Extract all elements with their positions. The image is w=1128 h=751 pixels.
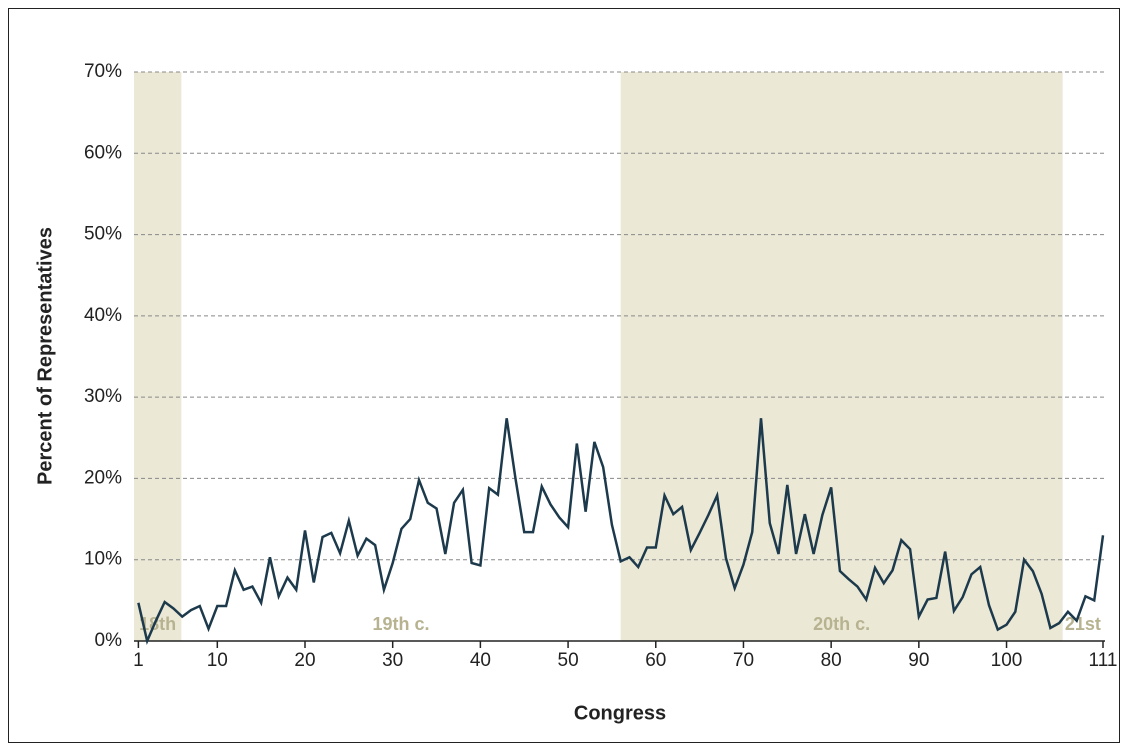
x-tick-label: 1	[133, 650, 144, 671]
x-tick-label: 10	[207, 650, 228, 671]
y-tick-label: 20%	[84, 467, 122, 488]
x-tick-label: 60	[645, 650, 666, 671]
x-tick-label: 30	[382, 650, 403, 671]
x-tick-label: 20	[294, 650, 315, 671]
x-tick-label: 40	[470, 650, 491, 671]
data-line	[137, 418, 1105, 645]
x-tick-label: 100	[991, 650, 1023, 671]
century-band	[620, 72, 1063, 641]
x-tick-label: 90	[908, 650, 929, 671]
y-tick-label: 50%	[84, 224, 122, 245]
x-axis-title: Congress	[574, 702, 666, 724]
x-tick-label: 70	[733, 650, 754, 671]
century-label: 21st	[1065, 614, 1101, 634]
x-tick-label: 80	[821, 650, 842, 671]
century-band	[134, 72, 182, 641]
x-tick-label: 50	[558, 650, 579, 671]
x-tick-label: 111	[1089, 650, 1118, 671]
y-tick-label: 60%	[84, 142, 122, 163]
century-label: 20th c.	[813, 614, 870, 634]
y-axis-title: Percent of Representatives	[34, 227, 56, 485]
y-tick-label: 0%	[95, 630, 123, 651]
frame	[8, 8, 1120, 743]
century-label: 19th c.	[373, 614, 430, 634]
y-tick-label: 10%	[84, 549, 122, 570]
y-tick-label: 40%	[84, 305, 122, 326]
y-tick-label: 70%	[84, 61, 122, 82]
century-label: 18th	[139, 614, 176, 634]
y-tick-label: 30%	[84, 386, 122, 407]
